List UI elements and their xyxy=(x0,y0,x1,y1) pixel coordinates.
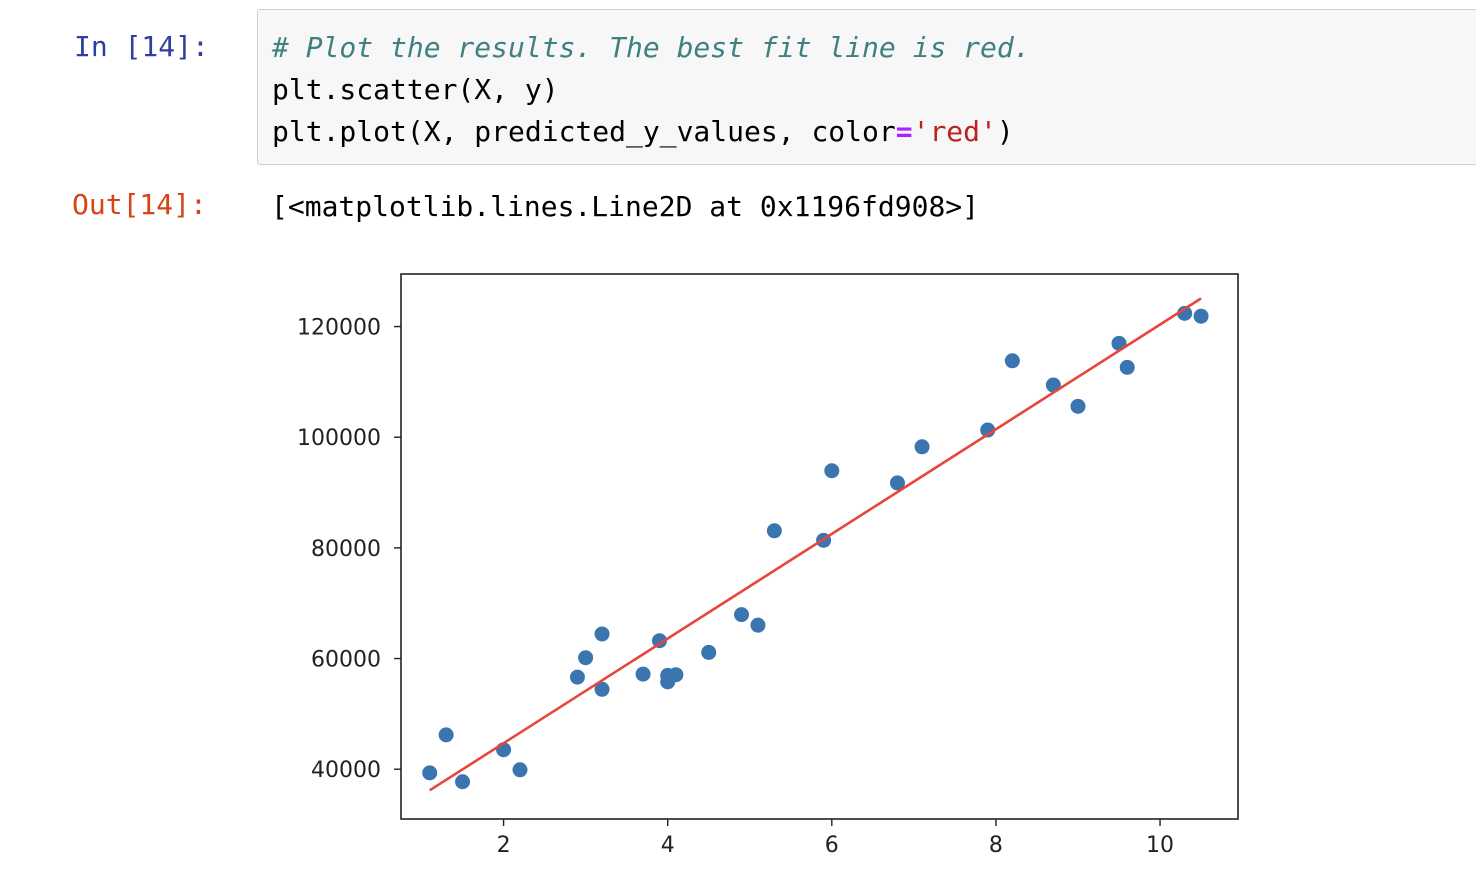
scatter-point xyxy=(455,774,471,790)
output-prompt: Out[14]: xyxy=(72,188,207,221)
scatter-plot: 2 4 6 8 10 40000 60000 80000 100000 120000 xyxy=(297,273,1239,858)
y-tick-label: 100000 xyxy=(297,426,381,451)
scatter-point xyxy=(734,607,750,623)
scatter-point xyxy=(750,617,766,633)
plot-frame xyxy=(400,273,1239,820)
input-prompt: In [14]: xyxy=(74,30,209,63)
axis-layer: 2 4 6 8 10 40000 60000 80000 100000 120000 xyxy=(297,316,1174,858)
y-tick-label: 60000 xyxy=(311,648,381,673)
code-text: ) xyxy=(996,115,1014,148)
x-tick-label: 2 xyxy=(497,833,511,858)
scatter-point xyxy=(512,762,528,778)
code-operator: = xyxy=(895,115,913,148)
scatter-point xyxy=(766,523,782,539)
code-line-plot: plt.plot(X, predicted_y_values, color='r… xyxy=(272,111,1031,153)
scatter-point xyxy=(578,650,594,666)
scatter-point xyxy=(1070,398,1086,414)
x-tick-label: 8 xyxy=(989,833,1003,858)
y-tick-label: 80000 xyxy=(311,537,381,562)
plot-layer xyxy=(422,297,1209,792)
y-tick-label: 40000 xyxy=(311,758,381,783)
x-tick-label: 10 xyxy=(1146,833,1174,858)
scatter-point xyxy=(438,727,454,743)
output-repr-text: [<matplotlib.lines.Line2D at 0x1196fd908… xyxy=(271,190,980,223)
code-comment: # Plot the results. The best fit line is… xyxy=(272,31,1031,64)
code-string: 'red' xyxy=(912,115,997,148)
scatter-point xyxy=(1177,305,1193,321)
scatter-point xyxy=(668,667,684,683)
x-tick-label: 4 xyxy=(661,833,675,858)
scatter-point xyxy=(594,681,610,697)
scatter-point xyxy=(1119,359,1135,375)
code-cell-input[interactable]: # Plot the results. The best fit line is… xyxy=(257,9,1476,165)
scatter-point xyxy=(701,644,717,660)
scatter-point xyxy=(824,463,840,479)
scatter-point xyxy=(1193,308,1209,324)
code-text: plt.plot(X, predicted_y_values, color xyxy=(272,115,896,148)
scatter-point xyxy=(569,669,585,685)
code-text: plt.scatter(X, y) xyxy=(272,73,559,106)
y-tick-label: 120000 xyxy=(297,316,381,341)
code-editor[interactable]: # Plot the results. The best fit line is… xyxy=(272,27,1031,153)
scatter-point xyxy=(889,475,905,491)
scatter-point xyxy=(914,439,930,455)
scatter-point xyxy=(422,765,438,781)
code-line-scatter: plt.scatter(X, y) xyxy=(272,69,1031,111)
x-tick-label: 6 xyxy=(825,833,839,858)
best-fit-line xyxy=(429,297,1202,792)
scatter-point xyxy=(980,422,996,438)
scatter-point xyxy=(594,626,610,642)
scatter-point xyxy=(635,666,651,682)
code-line-comment: # Plot the results. The best fit line is… xyxy=(272,27,1031,69)
scatter-point xyxy=(651,633,667,649)
scatter-point xyxy=(1004,353,1020,369)
